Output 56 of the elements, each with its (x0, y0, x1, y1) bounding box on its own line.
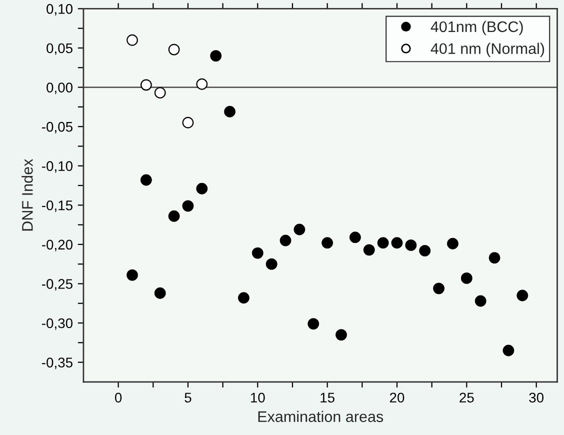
point (377, 237, 389, 249)
point (224, 106, 236, 118)
x-axis-title: Examination areas (258, 410, 384, 422)
point (447, 238, 458, 250)
point (168, 44, 180, 56)
y-tick-label: -0,25 (42, 279, 72, 291)
y-tick-label: -0,05 (42, 122, 72, 134)
x-tick-label: 10 (250, 392, 265, 403)
point (126, 34, 138, 46)
point (294, 224, 306, 236)
point (405, 240, 417, 251)
y-tick-label: -0,30 (42, 318, 73, 330)
x-tick-label: 20 (390, 392, 404, 403)
point (336, 329, 347, 340)
point (140, 174, 152, 186)
point (210, 50, 222, 62)
y-tick-label: 0,05 (46, 43, 72, 55)
point (363, 244, 375, 256)
legend-label: 401 nm (Normal) (430, 42, 544, 58)
point (252, 247, 264, 259)
point (182, 116, 194, 128)
y-axis-title: DNF Index (22, 158, 33, 231)
point (140, 79, 152, 91)
point (516, 290, 528, 302)
y-tick-label: 0,10 (46, 4, 73, 16)
point (419, 245, 431, 256)
point (266, 258, 278, 270)
point (488, 252, 500, 264)
point (460, 272, 472, 284)
point (154, 87, 166, 98)
x-tick-label: 15 (320, 392, 334, 403)
y-tick-label: -0,10 (42, 161, 73, 173)
y-tick-label: -0,20 (42, 240, 73, 252)
y-tick-label: -0,15 (42, 200, 72, 212)
point (196, 78, 208, 90)
point (322, 237, 334, 249)
x-tick-label: 25 (460, 392, 474, 403)
point (349, 232, 361, 244)
point (308, 318, 320, 330)
point (168, 210, 180, 222)
point (502, 344, 514, 356)
x-tick-label: 0 (114, 392, 122, 403)
point (391, 237, 403, 249)
x-tick-label: 5 (184, 392, 192, 403)
point (238, 292, 250, 304)
x-tick-label: 30 (529, 392, 544, 403)
point (126, 269, 138, 281)
point (433, 282, 444, 294)
point (154, 287, 166, 299)
point (182, 200, 194, 212)
legend-label: 401nm (BCC) (430, 20, 523, 36)
y-tick-label: -0,35 (42, 358, 72, 370)
point (280, 234, 292, 246)
y-tick-label: 0,00 (46, 82, 73, 94)
point (196, 182, 208, 194)
point (474, 295, 486, 307)
